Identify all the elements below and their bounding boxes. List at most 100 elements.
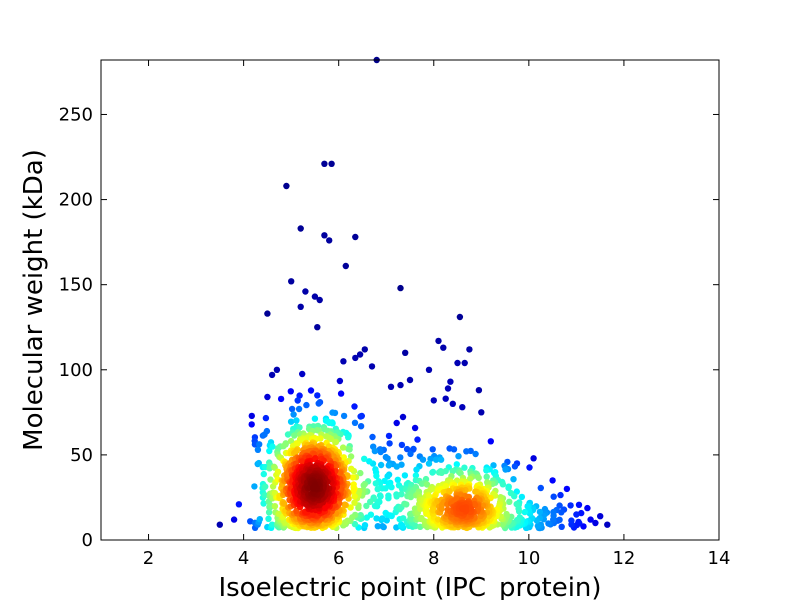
scatter-point bbox=[357, 413, 364, 420]
scatter-point bbox=[513, 500, 520, 508]
scatter-point bbox=[302, 288, 309, 295]
y-tick-label: 250 bbox=[59, 104, 93, 125]
scatter-point bbox=[475, 387, 483, 394]
scatter-point bbox=[361, 346, 368, 353]
scatter-point bbox=[442, 395, 449, 402]
scatter-point bbox=[472, 450, 479, 458]
scatter-point bbox=[463, 448, 470, 455]
scatter-point bbox=[550, 512, 557, 519]
scatter-point bbox=[411, 424, 419, 432]
scatter-point bbox=[518, 493, 526, 501]
scatter-point bbox=[351, 493, 358, 500]
scatter-point bbox=[384, 473, 391, 480]
x-tick-label: 6 bbox=[333, 548, 344, 569]
scatter-point bbox=[377, 448, 384, 456]
scatter-point bbox=[326, 419, 333, 426]
y-tick-label: 150 bbox=[59, 275, 93, 296]
scatter-point bbox=[361, 455, 368, 462]
scatter-point bbox=[478, 409, 485, 416]
scatter-point bbox=[393, 524, 400, 531]
scatter-point bbox=[261, 431, 268, 438]
scatter-point bbox=[314, 324, 321, 331]
scatter-point bbox=[402, 349, 409, 356]
scatter-point bbox=[288, 405, 296, 413]
scatter-point bbox=[261, 492, 268, 499]
scatter-point bbox=[351, 499, 358, 506]
scatter-point bbox=[291, 432, 298, 439]
scatter-point bbox=[341, 501, 348, 508]
scatter-point bbox=[397, 284, 404, 292]
scatter-point bbox=[438, 469, 445, 476]
scatter-point bbox=[264, 310, 271, 317]
scatter-point bbox=[265, 509, 273, 516]
scatter-point bbox=[425, 366, 433, 373]
scatter-point bbox=[407, 450, 414, 458]
scatter-point bbox=[268, 371, 276, 379]
scatter-point bbox=[503, 510, 510, 518]
y-tick-label: 50 bbox=[70, 445, 93, 466]
scatter-point bbox=[387, 383, 395, 390]
scatter-point bbox=[321, 504, 328, 511]
scatter-point bbox=[549, 477, 556, 484]
scatter-point bbox=[430, 397, 437, 404]
scatter-point bbox=[352, 354, 359, 362]
scatter-point bbox=[460, 505, 467, 512]
scatter-point bbox=[567, 502, 574, 509]
scatter-point bbox=[328, 160, 335, 167]
x-tick-label: 12 bbox=[612, 548, 635, 569]
scatter-point bbox=[248, 421, 255, 428]
scatter-point bbox=[521, 508, 528, 516]
scatter-point bbox=[573, 511, 580, 518]
scatter-point bbox=[534, 522, 542, 530]
scatter-point bbox=[280, 500, 288, 507]
scatter-point bbox=[273, 366, 281, 373]
scatter-point bbox=[502, 466, 509, 473]
scatter-point bbox=[592, 519, 599, 527]
scatter-point bbox=[398, 521, 405, 528]
scatter-point bbox=[401, 472, 409, 479]
scatter-point bbox=[413, 466, 420, 473]
scatter-point bbox=[437, 456, 445, 463]
scatter-point bbox=[397, 454, 404, 461]
scatter-point bbox=[351, 520, 359, 528]
scatter-point bbox=[541, 505, 549, 513]
scatter-point bbox=[269, 443, 276, 450]
scatter-point bbox=[287, 388, 294, 395]
scatter-point bbox=[563, 485, 571, 493]
scatter-point bbox=[385, 432, 393, 440]
scatter-point bbox=[371, 447, 379, 455]
scatter-point bbox=[265, 515, 272, 522]
scatter-point bbox=[251, 483, 258, 490]
scatter-point bbox=[399, 413, 407, 421]
scatter-point bbox=[376, 492, 384, 499]
scatter-point bbox=[421, 518, 428, 525]
y-tick-label: 0 bbox=[82, 530, 93, 551]
scatter-point bbox=[557, 491, 564, 499]
scatter-point bbox=[262, 483, 269, 490]
scatter-point bbox=[351, 419, 359, 426]
scatter-point bbox=[230, 516, 238, 523]
scatter-point bbox=[293, 417, 300, 424]
scatter-point bbox=[550, 493, 557, 500]
scatter-point bbox=[456, 313, 464, 321]
scatter-point bbox=[604, 521, 611, 528]
scatter-point bbox=[379, 515, 386, 522]
scatter-point bbox=[321, 160, 328, 167]
scatter-point bbox=[407, 493, 414, 501]
scatter-point bbox=[511, 463, 519, 470]
scatter-point bbox=[435, 337, 442, 345]
scatter-point bbox=[530, 455, 537, 462]
scatter-point bbox=[377, 461, 385, 469]
scatter-point bbox=[299, 458, 306, 465]
x-tick-label: 4 bbox=[238, 548, 249, 569]
scatter-point bbox=[459, 404, 466, 411]
scatter-point bbox=[483, 467, 490, 474]
scatter-point bbox=[303, 401, 310, 409]
scatter-point bbox=[388, 484, 395, 491]
scatter-point bbox=[475, 474, 482, 481]
x-tick-label: 2 bbox=[143, 548, 154, 569]
scatter-point bbox=[438, 505, 445, 512]
scatter-point bbox=[403, 445, 411, 453]
scatter-point bbox=[432, 456, 440, 463]
scatter-point bbox=[385, 462, 392, 469]
